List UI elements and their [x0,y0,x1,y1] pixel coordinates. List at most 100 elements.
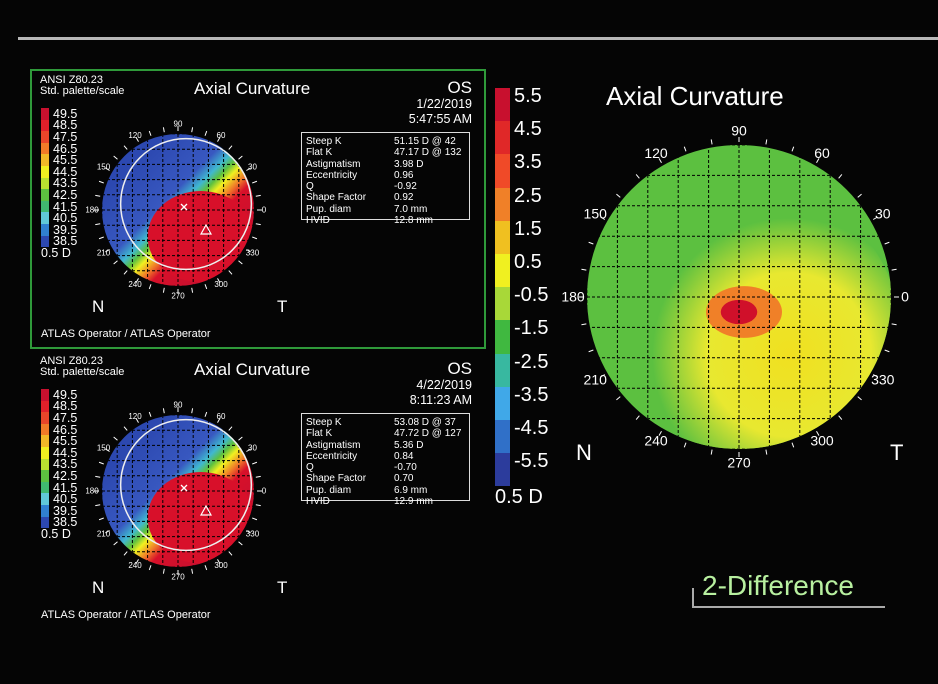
scale-swatch [41,412,49,424]
scale-swatch [41,423,49,436]
angle-tick [135,418,139,423]
angle-tick [884,241,890,245]
angle-label: 0 [262,487,267,496]
metric-label: Pup. diam [306,203,352,215]
scale-value: 45.5 [53,153,78,168]
angle-tick [710,139,713,145]
scale-swatch [495,353,510,387]
angle-label: 120 [644,145,668,161]
metric-row: HVID 12.8 mm [306,215,465,226]
angle-label: 330 [246,530,260,539]
angle-tick [217,137,221,142]
scale-entry: 40.5 [41,492,77,506]
scale-value: 47.5 [53,410,78,425]
angle-label: 300 [214,280,228,289]
scale-entry: 48.5 [41,118,77,132]
temporal-label: T [890,440,904,465]
scale-value: 1.5 [514,217,542,240]
scale-swatch [41,493,49,505]
difference-scale-entry: 5.5 [495,86,548,122]
scale-value: -4.5 [514,416,549,439]
angle-label: 150 [97,163,111,172]
angle-tick [838,415,843,420]
angle-tick [191,568,194,574]
metric-label: Astigmatism [306,439,361,451]
exam-date: 1/22/2019 [416,97,472,111]
angle-tick [105,448,110,452]
metric-value: 47.72 D @ 127 [394,428,462,440]
nasal-label: N [92,578,105,597]
scale-value: 42.5 [53,187,78,202]
angle-tick [255,223,261,226]
pupil-circle [119,137,253,271]
scale-value: -1.5 [514,317,549,340]
angle-tick [246,530,251,534]
metric-row: Steep K 53.08 D @ 37 [306,417,465,428]
scale-value: 42.5 [53,468,78,483]
exam-panel-selected[interactable] [30,69,486,349]
angle-tick [113,260,118,265]
difference-label: 2-Difference [702,570,855,601]
scale-entry: 42.5 [41,468,78,483]
angle-label: 120 [128,131,142,140]
angle-tick [238,541,243,546]
metric-label: Flat K [306,428,333,440]
angle-tick [98,180,104,184]
scale-swatch [41,131,49,143]
angle-tick [105,249,110,253]
scale-entry: 44.5 [41,446,77,460]
step-label: 0.5 D [41,527,71,541]
angle-label: 0 [901,289,909,305]
metric-row: Pup. diam 6.9 mm [306,485,465,496]
angle-tick [765,449,768,455]
scale-swatch [495,386,510,420]
scale-swatch [495,419,510,454]
scale-entry: 45.5 [41,153,78,168]
angle-tick [255,504,261,507]
scale-value: 39.5 [53,222,78,237]
scale-value: 38.5 [53,234,78,249]
angle-label: 120 [128,412,142,421]
angle-tick [135,278,139,283]
angle-tick [581,268,587,271]
scale-entry: 46.5 [41,142,77,156]
angle-label: 180 [85,487,99,496]
scale-swatch [495,154,510,188]
angle-tick [148,130,152,136]
angle-tick [228,551,233,556]
scale-swatch [495,287,510,321]
scale-entry: 47.5 [41,410,78,425]
scale-swatch [41,108,49,120]
angle-tick [884,349,890,353]
steep-region [147,191,254,283]
metric-value: 0.92 [394,192,414,204]
scale-value: 41.5 [53,480,78,495]
scale-value: 49.5 [53,106,78,121]
angle-tick [204,284,208,290]
metric-value: 0.70 [394,473,414,485]
difference-scale: 5.5 4.5 3.5 2.5 1.5 0.5 -0.5 -1.5 -2.5 -3.5 -4.5 -5… [495,86,549,509]
scale-value: 41.5 [53,199,78,214]
angle-tick [95,194,101,197]
map-title: Axial Curvature [194,79,311,98]
angle-label: 270 [171,292,185,301]
angle-label: 90 [731,123,747,139]
scale-entry: 38.5 [41,234,78,249]
exam-date: 4/22/2019 [416,378,472,392]
scale-swatch [41,235,49,248]
scale-entry: 39.5 [41,504,77,518]
axial-curvature-map: 0 30 60 90 120 150 180 210 240 270 300 330 [85,401,267,582]
angle-tick [204,130,208,136]
operator-label: ATLAS Operator / ATLAS Operator [41,609,211,621]
scale-swatch [495,121,510,155]
metric-label: Eccentricity [306,169,358,181]
nasal-label: N [576,440,592,465]
metric-value: 0.84 [394,450,414,462]
angle-label: 240 [128,561,142,570]
angle-tick [816,158,820,164]
metric-value: 47.17 D @ 132 [394,147,462,159]
angle-tick [246,167,251,171]
angle-tick [791,442,795,448]
angle-tick [113,155,118,160]
metric-value: -0.70 [394,462,417,474]
